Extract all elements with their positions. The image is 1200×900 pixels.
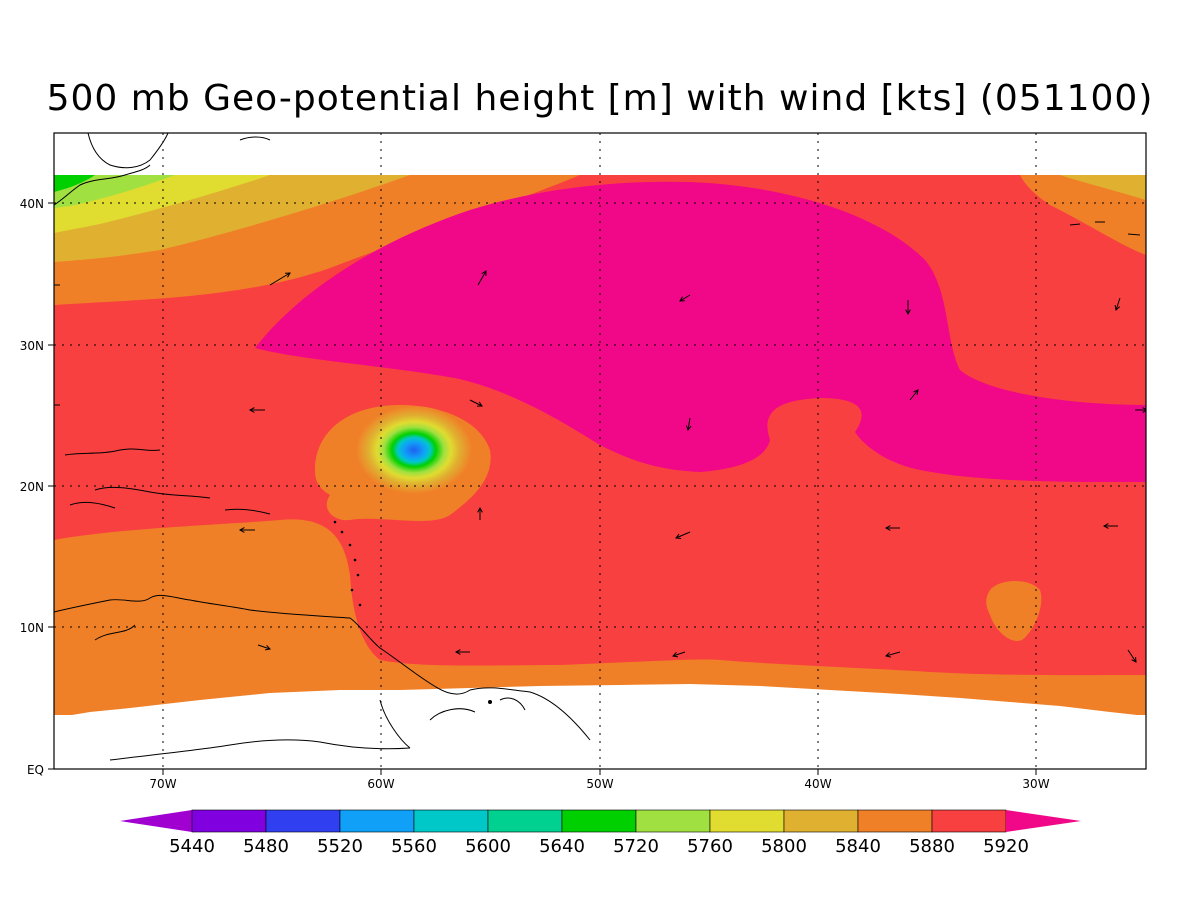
wind-arrow-head <box>675 533 682 539</box>
wind-arrow-shaft <box>687 417 691 431</box>
colorbar-label: 5760 <box>687 836 733 857</box>
wind-arrow-shaft <box>1115 297 1121 311</box>
wind-arrow-head <box>481 270 487 277</box>
colorbar-segment <box>413 809 489 833</box>
colorbar-segment <box>191 809 267 833</box>
wind-arrow-shaft <box>257 644 271 650</box>
lat-label-30n: 30N <box>20 339 44 353</box>
wind-arrow-shaft <box>909 389 919 401</box>
field-5920 <box>255 181 1146 482</box>
colorbar-label: 5920 <box>983 836 1029 857</box>
lat-label-20n: 20N <box>20 480 44 494</box>
wind-arrow-head <box>884 525 891 531</box>
band-ne-gold <box>1060 175 1146 200</box>
coastlines <box>54 133 1141 761</box>
colorbar-label: 5560 <box>391 836 437 857</box>
wind-arrow-head <box>1142 407 1146 413</box>
map-title: 500 mb Geo-potential height [m] with win… <box>46 78 1154 119</box>
colorbar-label: 5520 <box>317 836 363 857</box>
wind-arrow-head <box>1102 523 1109 529</box>
wind-arrow-shaft <box>477 270 487 286</box>
wind-arrow-shaft <box>672 651 686 657</box>
lon-label-60w: 60W <box>367 777 394 791</box>
colorbar <box>120 809 1081 833</box>
colorbar-segment <box>709 809 785 833</box>
lon-label-30w: 30W <box>1022 777 1049 791</box>
wind-arrow-head <box>913 389 919 396</box>
colorbar-label: 5720 <box>613 836 659 857</box>
nodata-north <box>54 133 1146 175</box>
wind-arrow-head <box>477 506 483 513</box>
band-ne-orange <box>1020 175 1146 255</box>
wind-arrow-head <box>884 652 891 658</box>
colorbar-label: 5440 <box>169 836 215 857</box>
wind-arrow-head <box>685 425 692 432</box>
lon-label-70w: 70W <box>149 777 176 791</box>
isolated-5880 <box>986 581 1042 641</box>
wind-arrow-head <box>248 407 255 413</box>
wind-arrow-shaft <box>1127 649 1137 663</box>
colorbar-segment <box>561 809 637 833</box>
colorbar-segment <box>931 809 1007 833</box>
tick-marks <box>48 202 1037 775</box>
wind-arrow-head <box>1114 304 1121 311</box>
low-center <box>356 406 472 494</box>
wind-arrow-head <box>1131 656 1137 663</box>
wind-arrow-head <box>672 651 679 658</box>
colorbar-label: 5840 <box>835 836 881 857</box>
lat-label-10n: 10N <box>20 621 44 635</box>
wind-arrow-head <box>264 644 271 651</box>
lat-label-40n: 40N <box>20 197 44 211</box>
wind-arrow-shaft <box>679 294 691 302</box>
colorbar-segment <box>857 809 933 833</box>
colorbar-segment <box>487 809 563 833</box>
wind-arrow-shaft <box>885 651 901 657</box>
islands <box>333 520 492 704</box>
wind-arrows <box>54 270 1146 663</box>
colorbar-labels: 5440 5480 5520 5560 5600 5640 5720 5760 … <box>169 836 1029 857</box>
colorbar-label: 5880 <box>909 836 955 857</box>
wind-arrow-head <box>679 296 686 302</box>
colorbar-extend-low <box>120 810 192 832</box>
lat-label-eq: EQ <box>27 763 44 777</box>
wind-arrow-shaft <box>675 531 691 539</box>
wind-arrow-head <box>476 401 483 407</box>
colorbar-segment <box>783 809 859 833</box>
wind-arrow-head <box>454 649 461 655</box>
colorbar-segment <box>265 809 341 833</box>
colorbar-label: 5800 <box>761 836 807 857</box>
colorbar-extend-high <box>1006 810 1081 832</box>
wind-arrow-head <box>284 272 291 278</box>
wind-arrow-shaft <box>469 399 483 407</box>
lon-label-40w: 40W <box>804 777 831 791</box>
colorbar-segment <box>339 809 415 833</box>
colorbar-label: 5600 <box>465 836 511 857</box>
lon-label-50w: 50W <box>586 777 613 791</box>
wind-arrow-head <box>238 527 245 533</box>
grid-lines <box>54 133 1146 769</box>
wind-arrow-shaft <box>269 272 291 286</box>
colorbar-segment <box>635 809 711 833</box>
colorbar-label: 5480 <box>243 836 289 857</box>
colorbar-label: 5640 <box>539 836 585 857</box>
band-nw-green <box>54 175 95 192</box>
wind-arrow-head <box>905 309 911 316</box>
band-south-orange <box>54 519 1146 715</box>
